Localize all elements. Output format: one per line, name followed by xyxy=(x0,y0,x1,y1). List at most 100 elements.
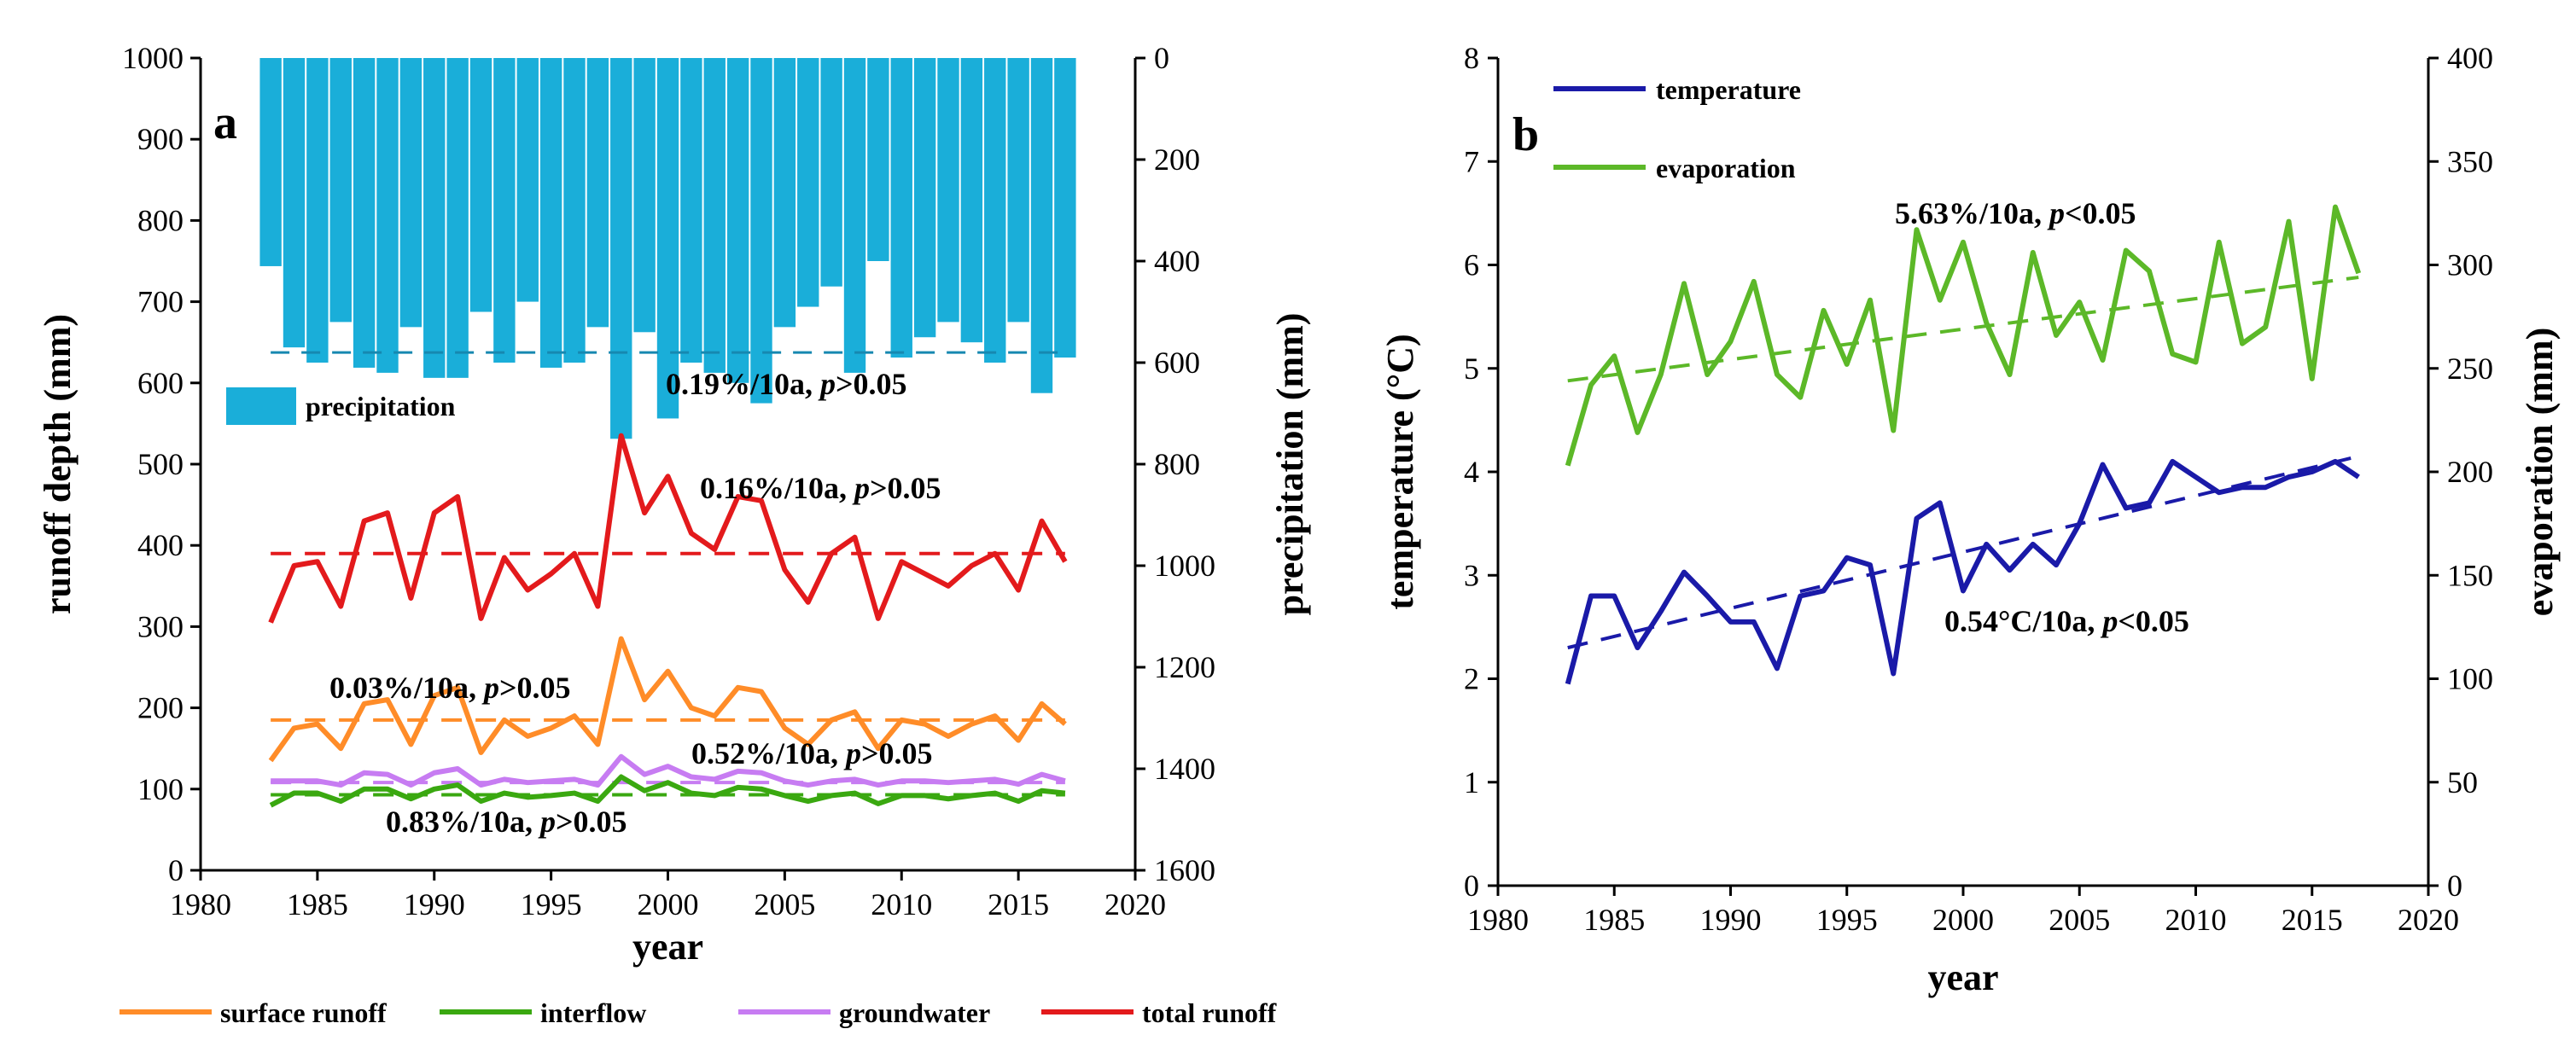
precipitation-bar-2012 xyxy=(937,58,959,323)
y-tick-label: 0 xyxy=(168,853,184,887)
surface-runoff-legend-label: surface runoff xyxy=(220,997,387,1028)
evaporation-legend-label: evaporation xyxy=(1656,153,1796,183)
precipitation-bar-2006 xyxy=(797,58,819,307)
precipitation-bar-1990 xyxy=(423,58,446,378)
y-tick-label: 200 xyxy=(137,691,184,725)
y-tick-label: 6 xyxy=(1464,248,1479,282)
precipitation-bar-2007 xyxy=(820,58,842,287)
x-tick-label: 2000 xyxy=(1932,903,1994,937)
x-tick-label: 2015 xyxy=(2282,903,2343,937)
y-tick-label: 7 xyxy=(1464,144,1479,178)
temperature-line xyxy=(1565,458,2360,685)
precipitation-trend-label: 0.19%/10a, p>0.05 xyxy=(666,367,907,401)
y2-tick-label: 0 xyxy=(1154,41,1169,75)
y-tick-label: 600 xyxy=(137,366,184,400)
precipitation-bar-1993 xyxy=(493,58,516,363)
precipitation-bar-2013 xyxy=(960,58,983,343)
y2-tick-label: 350 xyxy=(2447,144,2493,178)
x-tick-label: 2020 xyxy=(1104,887,1166,921)
groundwater-line xyxy=(271,753,1066,788)
temperature-trend-label: 0.54°C/10a, p<0.05 xyxy=(1944,604,2189,638)
y2-axis-title: precipitation (mm) xyxy=(1269,313,1311,616)
precipitation-legend-label: precipitation xyxy=(306,391,456,421)
y-tick-label: 700 xyxy=(137,285,184,319)
x-tick-label: 1995 xyxy=(1816,903,1878,937)
y2-tick-label: 1200 xyxy=(1154,650,1215,684)
x-axis-title: year xyxy=(1927,956,1998,998)
y-tick-label: 8 xyxy=(1464,41,1479,75)
precipitation-legend-swatch xyxy=(226,387,296,425)
x-tick-label: 2000 xyxy=(638,887,699,921)
x-tick-label: 1995 xyxy=(521,887,582,921)
precipitation-bar-2001 xyxy=(680,58,702,363)
precipitation-bar-2002 xyxy=(703,58,726,373)
precipitation-bar-1986 xyxy=(329,58,352,323)
precipitation-bar-1988 xyxy=(376,58,399,373)
precipitation-bar-2009 xyxy=(867,58,889,261)
y2-tick-label: 1600 xyxy=(1154,853,1215,887)
y-tick-label: 500 xyxy=(137,447,184,481)
precipitation-bar-2000 xyxy=(656,58,679,419)
y2-tick-label: 250 xyxy=(2447,352,2493,386)
evaporation-line xyxy=(1565,204,2362,467)
y-tick-label: 3 xyxy=(1464,558,1479,592)
y-tick-label: 2 xyxy=(1464,662,1479,696)
y-tick-label: 900 xyxy=(137,122,184,156)
y2-tick-label: 400 xyxy=(2447,41,2493,75)
x-tick-label: 2005 xyxy=(2049,903,2110,937)
precipitation-bar-2004 xyxy=(750,58,772,404)
x-tick-label: 1985 xyxy=(1583,903,1645,937)
precipitation-bar-1983 xyxy=(259,58,282,266)
y2-tick-label: 50 xyxy=(2447,765,2478,799)
x-axis-title: year xyxy=(632,926,703,968)
x-tick-label: 2005 xyxy=(754,887,815,921)
precipitation-bar-2008 xyxy=(843,58,866,373)
precipitation-bar-1999 xyxy=(633,58,656,333)
y2-tick-label: 600 xyxy=(1154,346,1200,380)
precipitation-bar-2011 xyxy=(913,58,936,338)
y-tick-label: 4 xyxy=(1464,455,1479,489)
surface-runoff-line xyxy=(268,636,1067,763)
total-runoff-trend-label: 0.16%/10a, p>0.05 xyxy=(700,471,941,505)
y-tick-label: 300 xyxy=(137,609,184,643)
precipitation-bar-1984 xyxy=(283,58,306,348)
temperature-legend-label: temperature xyxy=(1656,74,1801,105)
y2-tick-label: 300 xyxy=(2447,248,2493,282)
precipitation-bar-1998 xyxy=(610,58,632,439)
panel-b: 1980 1985 1990 1995 2000 2005 2010 2015 20200123… xyxy=(1379,41,2561,998)
x-tick-label: 2020 xyxy=(2398,903,2459,937)
precipitation-bar-1989 xyxy=(399,58,423,328)
y-tick-label: 1 xyxy=(1464,765,1479,799)
x-tick-label: 1985 xyxy=(287,887,348,921)
y2-tick-label: 200 xyxy=(2447,455,2493,489)
x-tick-label: 1990 xyxy=(404,887,465,921)
y-axis-title: temperature (°C) xyxy=(1379,334,1421,609)
y-tick-label: 1000 xyxy=(122,41,184,75)
precipitation-bar-2015 xyxy=(1007,58,1029,323)
evaporation-trend-line xyxy=(1567,276,2359,383)
precipitation-bar-1994 xyxy=(516,58,539,302)
precipitation-bar-2005 xyxy=(773,58,796,328)
precipitation-bar-1991 xyxy=(446,58,469,378)
x-tick-label: 1980 xyxy=(170,887,231,921)
interflow-trend-label: 0.83%/10a, p>0.05 xyxy=(386,805,627,839)
x-tick-label: 2015 xyxy=(988,887,1049,921)
panel-letter-b: b xyxy=(1512,108,1539,161)
x-tick-label: 1980 xyxy=(1467,903,1529,937)
x-tick-label: 1990 xyxy=(1700,903,1762,937)
y2-tick-label: 100 xyxy=(2447,662,2493,696)
y-axis-title: runoff depth (mm) xyxy=(37,314,79,614)
interflow-line xyxy=(269,774,1066,808)
y-tick-label: 0 xyxy=(1464,869,1479,903)
precipitation-bar-2003 xyxy=(726,58,749,383)
precipitation-bar-2010 xyxy=(890,58,912,358)
precipitation-bar-1987 xyxy=(353,58,376,368)
total-runoff-line xyxy=(268,433,1068,624)
x-tick-label: 2010 xyxy=(871,887,932,921)
y-tick-label: 100 xyxy=(137,772,184,806)
precipitation-bar-1995 xyxy=(539,58,562,368)
runoff-legend: surface runoff interflow groundwater total … xyxy=(119,997,1277,1028)
precipitation-bar-1985 xyxy=(306,58,329,363)
y-tick-label: 400 xyxy=(137,528,184,562)
y2-tick-label: 1000 xyxy=(1154,549,1215,583)
